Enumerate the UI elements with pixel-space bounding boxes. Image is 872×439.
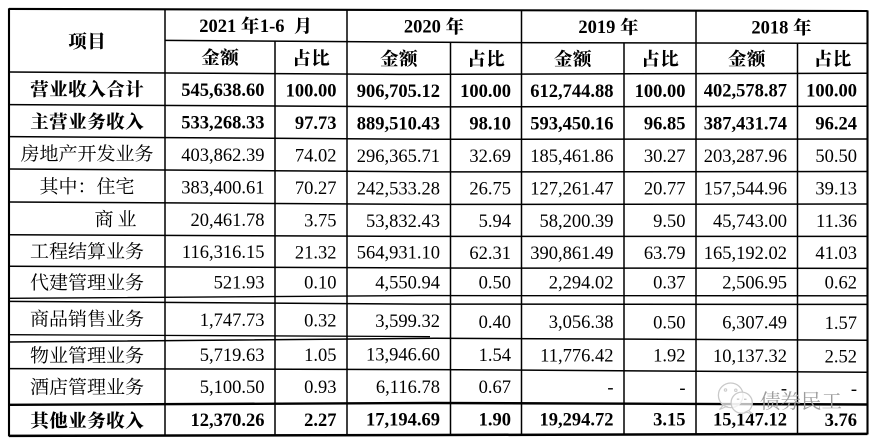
svg-text:96.24: 96.24: [815, 114, 857, 134]
svg-text:203,287.96: 203,287.96: [704, 147, 787, 167]
svg-text:296,365.71: 296,365.71: [357, 147, 440, 167]
svg-text:0.40: 0.40: [479, 313, 511, 333]
svg-text:-: -: [607, 379, 613, 399]
svg-text:2,294.02: 2,294.02: [549, 274, 614, 294]
svg-text:100.00: 100.00: [286, 82, 337, 102]
svg-text:13,946.60: 13,946.60: [366, 346, 440, 366]
svg-text:53,832.43: 53,832.43: [366, 212, 440, 232]
svg-text:45,743.00: 45,743.00: [713, 212, 787, 232]
svg-text:2020: 2020: [404, 18, 441, 38]
svg-text:2021: 2021: [199, 17, 236, 37]
svg-text:39.13: 39.13: [815, 179, 857, 199]
svg-text:50.50: 50.50: [815, 147, 857, 167]
svg-text:19,294.72: 19,294.72: [540, 411, 614, 431]
svg-text:30.27: 30.27: [644, 147, 686, 167]
svg-text:100.00: 100.00: [806, 81, 857, 101]
svg-text:32.69: 32.69: [469, 147, 511, 167]
svg-text:4,550.94: 4,550.94: [375, 273, 440, 293]
svg-text:1,747.73: 1,747.73: [200, 311, 265, 331]
svg-text:521.93: 521.93: [214, 274, 265, 294]
svg-text:26.75: 26.75: [469, 180, 511, 200]
svg-text:21.32: 21.32: [295, 243, 337, 263]
svg-text:17,194.69: 17,194.69: [366, 411, 440, 431]
svg-text:62.31: 62.31: [469, 244, 511, 264]
svg-text:593,450.16: 593,450.16: [530, 115, 613, 135]
svg-text:1-6: 1-6: [260, 17, 285, 37]
svg-text:403,862.39: 403,862.39: [181, 146, 264, 166]
svg-text:889,510.43: 889,510.43: [357, 115, 440, 135]
svg-text:2,506.95: 2,506.95: [722, 274, 787, 294]
svg-text:0.10: 0.10: [304, 274, 336, 294]
svg-text:383,400.61: 383,400.61: [181, 179, 264, 199]
svg-text:0.93: 0.93: [304, 378, 336, 398]
svg-text:1.92: 1.92: [653, 347, 685, 367]
svg-text:390,861.49: 390,861.49: [530, 244, 613, 264]
svg-text:5,100.50: 5,100.50: [200, 378, 265, 398]
svg-text:97.73: 97.73: [295, 114, 337, 134]
svg-text:11,776.42: 11,776.42: [540, 346, 613, 366]
svg-text:3.76: 3.76: [825, 411, 857, 431]
svg-text:10,137.32: 10,137.32: [713, 347, 787, 367]
svg-text:96.85: 96.85: [644, 115, 686, 135]
svg-text:-: -: [781, 379, 787, 399]
svg-text:70.27: 70.27: [295, 179, 337, 199]
svg-text:100.00: 100.00: [635, 82, 686, 102]
svg-text:0.32: 0.32: [304, 311, 336, 331]
svg-text:-: -: [851, 380, 857, 400]
svg-text:0.50: 0.50: [653, 313, 685, 333]
svg-text:402,578.87: 402,578.87: [704, 82, 787, 102]
svg-text:15,147.12: 15,147.12: [713, 411, 787, 431]
svg-text:3,056.38: 3,056.38: [549, 313, 614, 333]
svg-text:6,116.78: 6,116.78: [376, 378, 440, 398]
svg-text:0.50: 0.50: [479, 273, 511, 293]
svg-text:165,192.02: 165,192.02: [704, 244, 787, 264]
svg-text:545,638.60: 545,638.60: [181, 81, 264, 101]
svg-text:41.03: 41.03: [815, 244, 857, 264]
svg-text:58,200.39: 58,200.39: [540, 212, 614, 232]
svg-text:3,599.32: 3,599.32: [375, 312, 440, 332]
svg-text:127,261.47: 127,261.47: [530, 180, 613, 200]
svg-text:100.00: 100.00: [460, 82, 511, 102]
svg-text:612,744.88: 612,744.88: [530, 82, 613, 102]
svg-text:242,533.28: 242,533.28: [357, 180, 440, 200]
svg-text:6,307.49: 6,307.49: [722, 314, 787, 334]
svg-text:533,268.33: 533,268.33: [181, 114, 264, 134]
svg-text:20,461.78: 20,461.78: [191, 211, 265, 231]
svg-text:9.50: 9.50: [653, 212, 685, 232]
svg-text:5.94: 5.94: [479, 212, 511, 232]
svg-text:98.10: 98.10: [469, 115, 511, 135]
svg-text:0.62: 0.62: [825, 274, 857, 294]
svg-text:1.54: 1.54: [479, 346, 511, 366]
svg-text:906,705.12: 906,705.12: [357, 82, 440, 102]
svg-text:74.02: 74.02: [295, 146, 337, 166]
svg-text:5,719.63: 5,719.63: [200, 346, 265, 366]
svg-text:116,316.15: 116,316.15: [182, 243, 265, 263]
svg-text:185,461.86: 185,461.86: [530, 147, 613, 167]
svg-text:0.67: 0.67: [479, 378, 511, 398]
svg-text:12,370.26: 12,370.26: [191, 411, 265, 431]
svg-text:2018: 2018: [751, 19, 788, 39]
svg-text:11.36: 11.36: [816, 212, 857, 232]
svg-text:3.75: 3.75: [304, 211, 336, 231]
svg-text:20.77: 20.77: [644, 180, 686, 200]
svg-text:2.27: 2.27: [304, 411, 336, 431]
svg-text:0.37: 0.37: [653, 274, 685, 294]
svg-text:157,544.96: 157,544.96: [704, 180, 787, 200]
svg-text:564,931.10: 564,931.10: [357, 244, 440, 264]
svg-text:1.57: 1.57: [825, 314, 857, 334]
svg-text:63.79: 63.79: [644, 244, 686, 264]
svg-text:1.90: 1.90: [479, 411, 511, 431]
svg-text:-: -: [679, 379, 685, 399]
svg-text:387,431.74: 387,431.74: [704, 114, 787, 134]
svg-text:2019: 2019: [578, 18, 615, 38]
svg-text:1.05: 1.05: [304, 346, 336, 366]
svg-text:3.15: 3.15: [653, 411, 685, 431]
svg-text:2.52: 2.52: [825, 348, 857, 368]
